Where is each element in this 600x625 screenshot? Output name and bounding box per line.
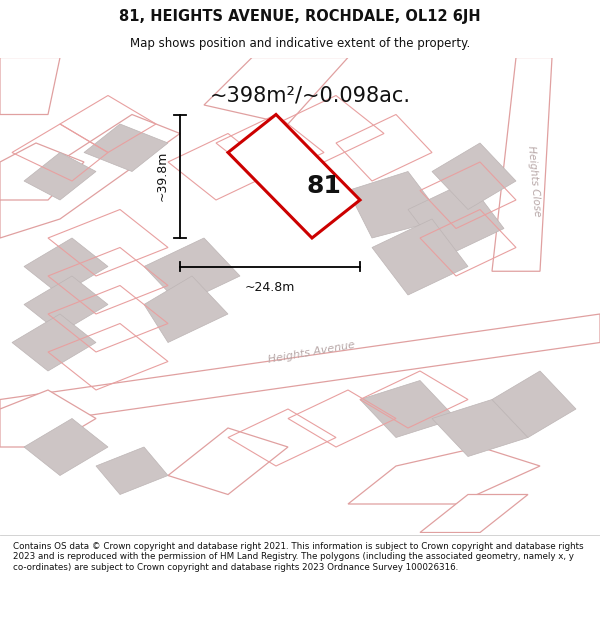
Text: Map shows position and indicative extent of the property.: Map shows position and indicative extent…	[130, 37, 470, 49]
Polygon shape	[12, 314, 96, 371]
Polygon shape	[24, 238, 108, 295]
Polygon shape	[84, 124, 168, 171]
Polygon shape	[420, 494, 528, 532]
Polygon shape	[348, 447, 540, 504]
Text: 81, HEIGHTS AVENUE, ROCHDALE, OL12 6JH: 81, HEIGHTS AVENUE, ROCHDALE, OL12 6JH	[119, 9, 481, 24]
Polygon shape	[0, 143, 84, 200]
Polygon shape	[168, 428, 288, 494]
Polygon shape	[0, 390, 96, 447]
Text: Contains OS data © Crown copyright and database right 2021. This information is : Contains OS data © Crown copyright and d…	[13, 542, 584, 571]
Polygon shape	[492, 58, 552, 271]
Polygon shape	[348, 171, 444, 238]
Polygon shape	[0, 314, 600, 428]
Polygon shape	[24, 152, 96, 200]
Text: ~24.8m: ~24.8m	[245, 281, 295, 294]
Polygon shape	[24, 419, 108, 476]
Polygon shape	[492, 371, 576, 438]
Polygon shape	[144, 238, 240, 304]
Text: ~398m²/~0.098ac.: ~398m²/~0.098ac.	[210, 86, 411, 106]
Polygon shape	[0, 58, 60, 114]
Polygon shape	[0, 114, 180, 238]
Polygon shape	[96, 447, 168, 494]
Polygon shape	[228, 114, 360, 238]
Text: Heights Close: Heights Close	[526, 145, 542, 217]
Polygon shape	[144, 276, 228, 342]
Polygon shape	[204, 58, 348, 124]
Text: Heights Avenue: Heights Avenue	[268, 339, 356, 364]
Polygon shape	[408, 181, 504, 257]
Polygon shape	[432, 399, 528, 456]
Text: 81: 81	[307, 174, 341, 198]
Text: ~39.8m: ~39.8m	[155, 151, 169, 201]
Polygon shape	[360, 381, 456, 438]
Polygon shape	[432, 143, 516, 209]
Polygon shape	[24, 276, 108, 333]
Polygon shape	[372, 219, 468, 295]
